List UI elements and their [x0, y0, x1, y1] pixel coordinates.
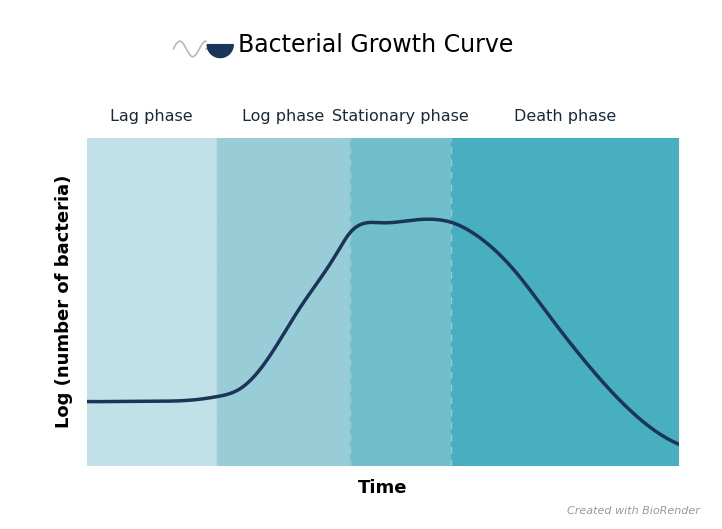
- Text: Bacterial Growth Curve: Bacterial Growth Curve: [238, 33, 513, 57]
- Y-axis label: Log (number of bacteria): Log (number of bacteria): [55, 175, 73, 428]
- Bar: [451, 138, 679, 466]
- Text: Stationary phase: Stationary phase: [332, 110, 469, 124]
- Text: Created with BioRender: Created with BioRender: [567, 506, 700, 516]
- Text: Death phase: Death phase: [513, 110, 616, 124]
- Text: Log phase: Log phase: [243, 110, 325, 124]
- X-axis label: Time: Time: [358, 479, 407, 497]
- Bar: [350, 138, 451, 466]
- Text: Lag phase: Lag phase: [110, 110, 193, 124]
- Polygon shape: [207, 44, 233, 58]
- Bar: [217, 138, 350, 466]
- Bar: [87, 138, 217, 466]
